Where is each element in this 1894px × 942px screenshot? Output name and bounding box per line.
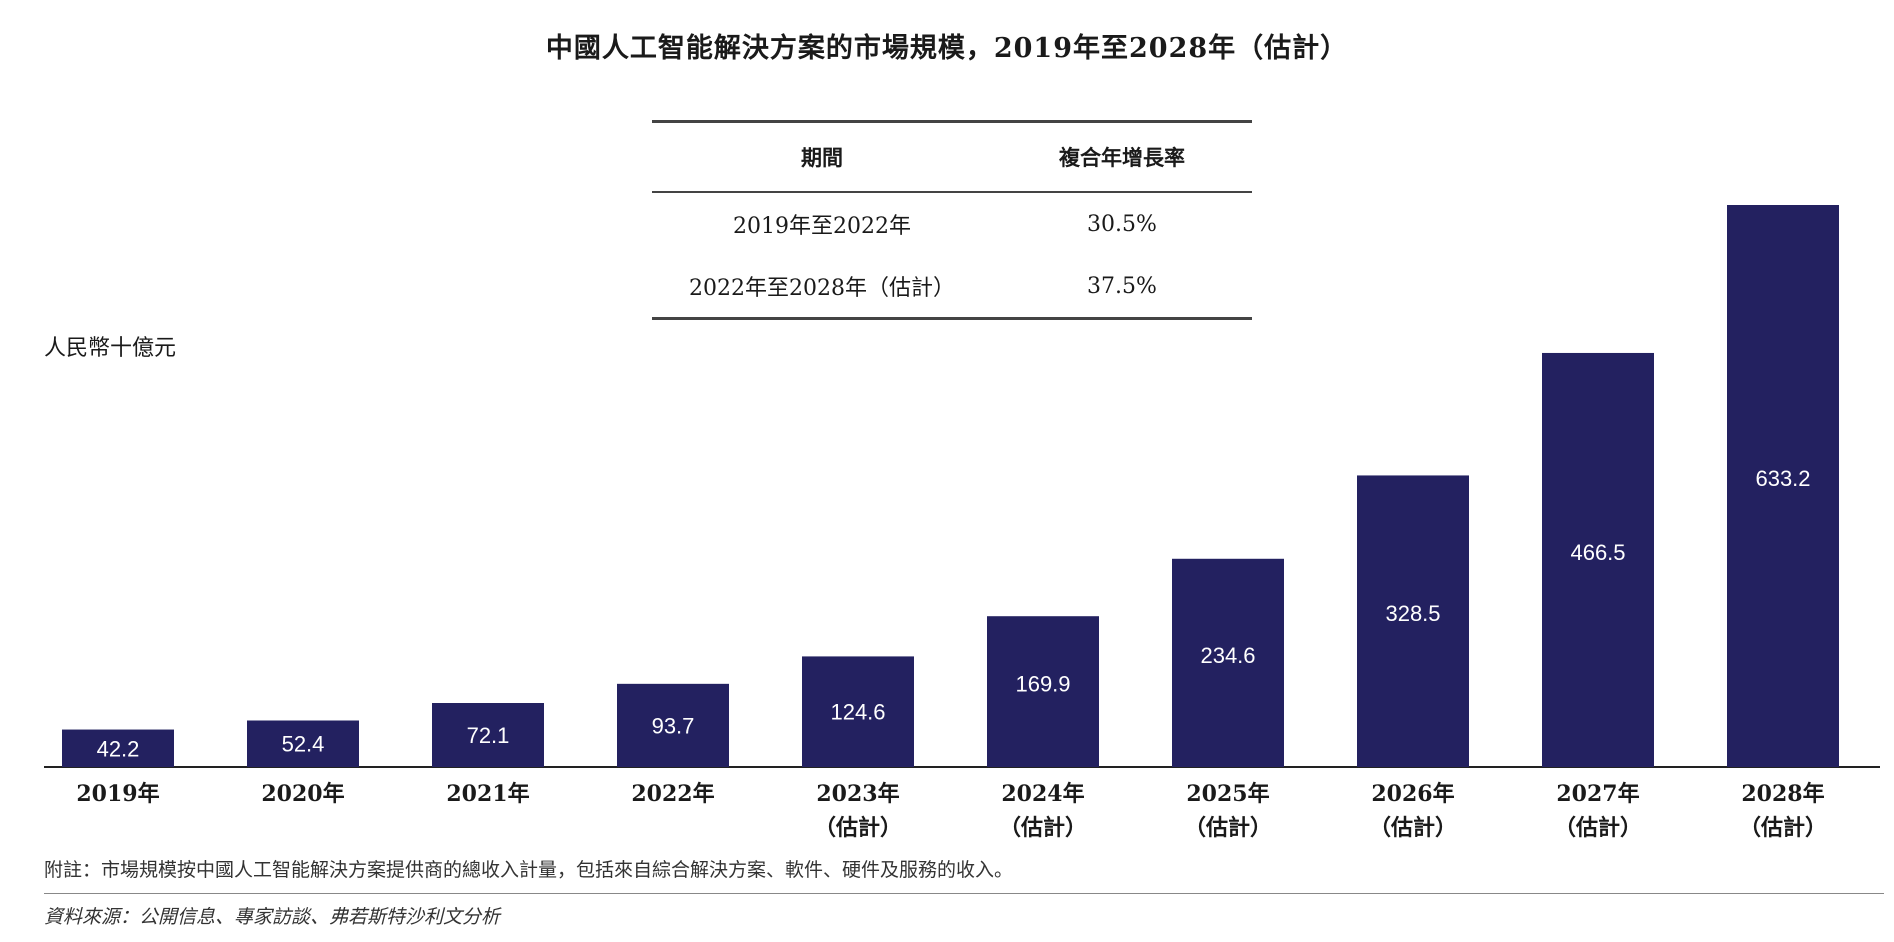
bar-value-label: 42.2 (97, 736, 140, 761)
cagr-header-period: 期間 (801, 145, 843, 170)
bar (987, 616, 1099, 767)
chart-title: 中國人工智能解決方案的市場規模，2019年至2028年（估計） (545, 33, 1349, 64)
x-tick-label: 2028年 (1741, 781, 1824, 807)
bar-value-label: 72.1 (467, 723, 510, 748)
y-axis-unit-label: 人民幣十億元 (44, 336, 177, 361)
bar (617, 683, 729, 767)
bar-value-label: 52.4 (282, 732, 325, 757)
cagr-period: 2022年至2028年（估計） (689, 276, 955, 301)
bar (62, 729, 174, 767)
x-tick-label: 2020年 (261, 781, 344, 807)
x-tick-note: （估計） (1184, 815, 1272, 841)
x-tick-label: 2023年 (816, 781, 899, 807)
x-tick-note: （估計） (814, 815, 902, 841)
bar (247, 720, 359, 767)
x-tick-label: 2025年 (1186, 781, 1269, 807)
bar-value-label: 169.9 (1015, 672, 1070, 697)
x-tick-label: 2027年 (1556, 781, 1639, 807)
cagr-row: 2022年至2028年（估計） 37.5% (652, 255, 1252, 317)
x-tick-label: 2021年 (446, 781, 529, 807)
bar-value-label: 234.6 (1200, 643, 1255, 668)
cagr-row: 2019年至2022年 30.5% (652, 193, 1252, 255)
cagr-rate: 30.5% (1087, 211, 1157, 237)
bar (432, 703, 544, 767)
x-tick-note: （估計） (1739, 815, 1827, 841)
source-divider (44, 893, 1884, 894)
x-tick-note: （估計） (1554, 815, 1642, 841)
cagr-rate: 37.5% (1087, 273, 1157, 299)
cagr-table: 期間 複合年增長率 2019年至2022年 30.5% 2022年至2028年（… (652, 120, 1252, 320)
bar (1357, 475, 1469, 767)
cagr-period: 2019年至2022年 (733, 214, 911, 239)
source-note: 資料來源：公開信息、專家訪談、弗若斯特沙利文分析 (44, 906, 501, 928)
x-tick-label: 2026年 (1371, 781, 1454, 807)
bar-value-label: 124.6 (830, 700, 885, 725)
bar-value-label: 328.5 (1385, 601, 1440, 626)
x-tick-note: （估計） (999, 815, 1087, 841)
bar (802, 656, 914, 767)
footnote: 附註：市場規模按中國人工智能解決方案提供商的總收入計量，包括來自綜合解決方案、軟… (44, 859, 1014, 881)
x-tick-note: （估計） (1369, 815, 1457, 841)
x-tick-label: 2024年 (1001, 781, 1084, 807)
x-tick-label: 2022年 (631, 781, 714, 807)
bar (1172, 558, 1284, 767)
cagr-header-rate: 複合年增長率 (1059, 145, 1185, 170)
bar-value-label: 466.5 (1570, 540, 1625, 565)
x-tick-label: 2019年 (76, 781, 159, 807)
bar-value-label: 93.7 (652, 713, 695, 738)
bar-value-label: 633.2 (1755, 466, 1810, 491)
bar (1727, 205, 1839, 767)
cagr-table-header: 期間 複合年增長率 (652, 123, 1252, 193)
bar (1542, 352, 1654, 767)
